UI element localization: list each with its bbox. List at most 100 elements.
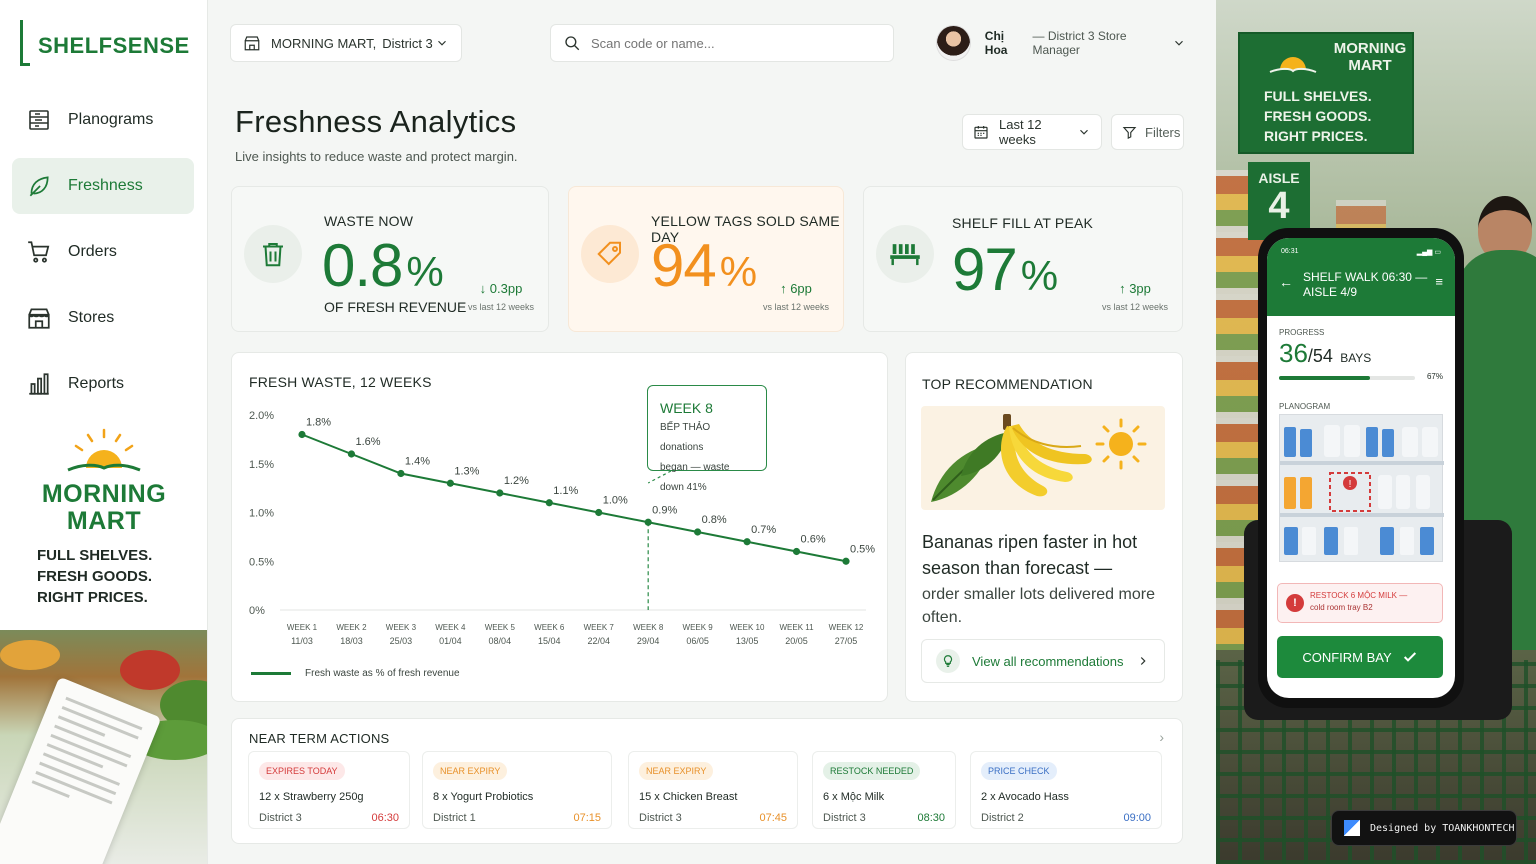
progress-bar <box>1279 376 1415 380</box>
sidebar: SHELFSENSE Planograms Freshness Orders S… <box>0 0 208 864</box>
data-point <box>446 479 454 487</box>
kpi-card-yellow-tags: YELLOW TAGS SOLD SAME DAY 94% ↑ 6pp vs l… <box>568 186 844 332</box>
x-tick-label: WEEK 4 <box>435 623 466 632</box>
kpi-delta: ↓ 0.3pp vs last 12 weeks <box>468 281 534 312</box>
user-menu[interactable]: Chị Hoa — District 3 Store Manager <box>936 22 1186 64</box>
kpi-delta-value: ↓ 0.3pp <box>479 281 523 296</box>
action-meta: District 3 08:30 <box>823 812 945 824</box>
data-point <box>595 508 603 517</box>
restock-alert[interactable]: ! RESTOCK 6 MỘC MILK — cold room tray B2 <box>1277 583 1443 623</box>
data-point <box>298 430 306 439</box>
sidebar-item-orders[interactable]: Orders <box>12 224 194 280</box>
data-label: 1.3% <box>454 465 479 477</box>
sidebar-item-freshness[interactable]: Freshness <box>12 158 194 214</box>
recommendation-body: order smaller lots delivered more often. <box>922 586 1155 626</box>
back-arrow-icon[interactable]: ← <box>1279 274 1293 290</box>
phone-time: 06:31 <box>1281 248 1299 255</box>
y-tick-label: 2.0% <box>249 410 274 422</box>
data-point <box>842 557 850 565</box>
action-card[interactable]: PRICE CHECK 2 x Avocado Hass District 2 0… <box>970 751 1162 829</box>
phone-screen: 06:31 ▂▄▆ ▭ ← SHELF WALK 06:30 — AISLE 4… <box>1267 238 1455 698</box>
kpi-value-number: 0.8 <box>322 232 403 299</box>
menu-icon[interactable]: ≡ <box>1435 274 1443 289</box>
data-point <box>644 518 652 526</box>
kpi-card-shelf-fill: SHELF FILL AT PEAK 97% ↑ 3pp vs last 12 … <box>863 186 1183 332</box>
progress-unit: BAYS <box>1340 351 1372 365</box>
store-name: MORNING MART, <box>271 35 377 51</box>
search-input[interactable] <box>591 35 871 51</box>
phone-title-line-2: AISLE 4/9 <box>1303 285 1358 299</box>
filters-button[interactable]: Filters <box>1111 114 1184 150</box>
data-label: 1.4% <box>405 456 430 468</box>
data-point <box>397 469 405 478</box>
data-label: 0.6% <box>801 534 826 546</box>
action-card[interactable]: NEAR EXPIRY 8 x Yogurt Probiotics Distri… <box>422 751 612 829</box>
view-all-recommendations-button[interactable]: View all recommendations <box>921 639 1165 683</box>
y-tick-label: 0% <box>249 605 265 617</box>
designer-logo-icon <box>1344 820 1360 836</box>
sign-line-3: FULL SHELVES. <box>1264 88 1372 104</box>
sunrise-icon <box>67 428 141 472</box>
kpi-delta-value: ↑ 3pp <box>1119 281 1151 296</box>
progress-done: 36 <box>1279 338 1308 368</box>
morning-mart-brand: MORNING MART FULL SHELVES. FRESH GOODS. … <box>0 428 207 608</box>
kpi-foot: OF FRESH REVENUE <box>324 299 467 315</box>
sidebar-item-stores[interactable]: Stores <box>12 290 194 346</box>
action-card[interactable]: EXPIRES TODAY 12 x Strawberry 250g Distr… <box>248 751 410 829</box>
confirm-bay-label: CONFIRM BAY <box>1302 649 1392 665</box>
x-tick-date: 25/03 <box>390 636 413 646</box>
data-label: 0.8% <box>702 514 727 526</box>
action-card[interactable]: RESTOCK NEEDED 6 x Mộc Milk District 3 08… <box>812 751 956 829</box>
search-bar[interactable] <box>550 24 894 62</box>
alert-line-1: RESTOCK 6 MỘC MILK — <box>1310 591 1408 600</box>
fresh-waste-chart-card: FRESH WASTE, 12 WEEKS 0% 0.5% 1.0% 1.5% 2.0%… <box>231 352 888 702</box>
action-item: 8 x Yogurt Probiotics <box>433 791 534 803</box>
view-all-label: View all recommendations <box>972 653 1124 669</box>
confirm-bay-button[interactable]: CONFIRM BAY <box>1277 636 1443 678</box>
sidebar-item-reports[interactable]: Reports <box>12 356 194 412</box>
x-tick-label: WEEK 6 <box>534 623 565 632</box>
page-subtitle: Live insights to reduce waste and protec… <box>235 149 518 164</box>
kpi-value-unit: % <box>406 248 443 295</box>
legend-label: Fresh waste as % of fresh revenue <box>305 668 460 679</box>
store-selector[interactable]: MORNING MART, District 3 <box>230 24 462 62</box>
data-label: 1.6% <box>355 436 380 448</box>
status-badge: NEAR EXPIRY <box>433 762 508 780</box>
x-tick-label: WEEK 7 <box>584 623 615 632</box>
kpi-value-unit: % <box>1020 252 1058 299</box>
action-item: 12 x Strawberry 250g <box>259 791 364 803</box>
series-line <box>301 433 847 563</box>
sign-brand: MORNING MART <box>1330 40 1410 74</box>
action-item: 6 x Mộc Milk <box>823 791 885 803</box>
x-tick-label: WEEK 11 <box>779 623 814 632</box>
kpi-delta-compare: vs last 12 weeks <box>1101 302 1168 312</box>
x-tick-date: 11/03 <box>291 636 313 646</box>
chart-legend: Fresh waste as % of fresh revenue <box>251 668 460 679</box>
filters-label: Filters <box>1145 124 1181 140</box>
data-point <box>347 450 356 458</box>
action-card[interactable]: NEAR EXPIRY 15 x Chicken Breast District… <box>628 751 798 829</box>
status-badge: PRICE CHECK <box>981 762 1057 780</box>
action-store: District 3 <box>639 812 682 824</box>
chevron-down-icon <box>1172 36 1186 50</box>
store-icon <box>243 34 261 52</box>
y-tick-label: 1.0% <box>249 508 274 520</box>
chevron-right-icon[interactable]: › <box>1159 729 1164 745</box>
brand-tagline-3: RIGHT PRICES. <box>37 589 148 606</box>
planogram-view[interactable]: ! <box>1279 414 1444 562</box>
data-point <box>545 499 553 507</box>
app-logo[interactable]: SHELFSENSE <box>20 20 190 66</box>
phone-mockup: 06:31 ▂▄▆ ▭ ← SHELF WALK 06:30 — AISLE 4… <box>1258 228 1464 708</box>
page-title: Freshness Analytics <box>235 104 517 139</box>
date-range-selector[interactable]: Last 12 weeks <box>962 114 1102 150</box>
kpi-delta: ↑ 3pp vs last 12 weeks <box>1102 281 1168 312</box>
x-tick-label: WEEK 12 <box>829 623 864 632</box>
sidebar-item-label: Freshness <box>68 177 143 194</box>
sidebar-item-planograms[interactable]: Planograms <box>12 92 194 148</box>
sidebar-item-label: Planograms <box>68 111 154 128</box>
alert-icon: ! <box>1286 594 1304 612</box>
svg-text:!: ! <box>1349 479 1352 490</box>
sign-line-1: MORNING <box>1333 40 1407 57</box>
x-tick-date: 08/04 <box>489 636 512 646</box>
action-store: District 1 <box>433 812 476 824</box>
